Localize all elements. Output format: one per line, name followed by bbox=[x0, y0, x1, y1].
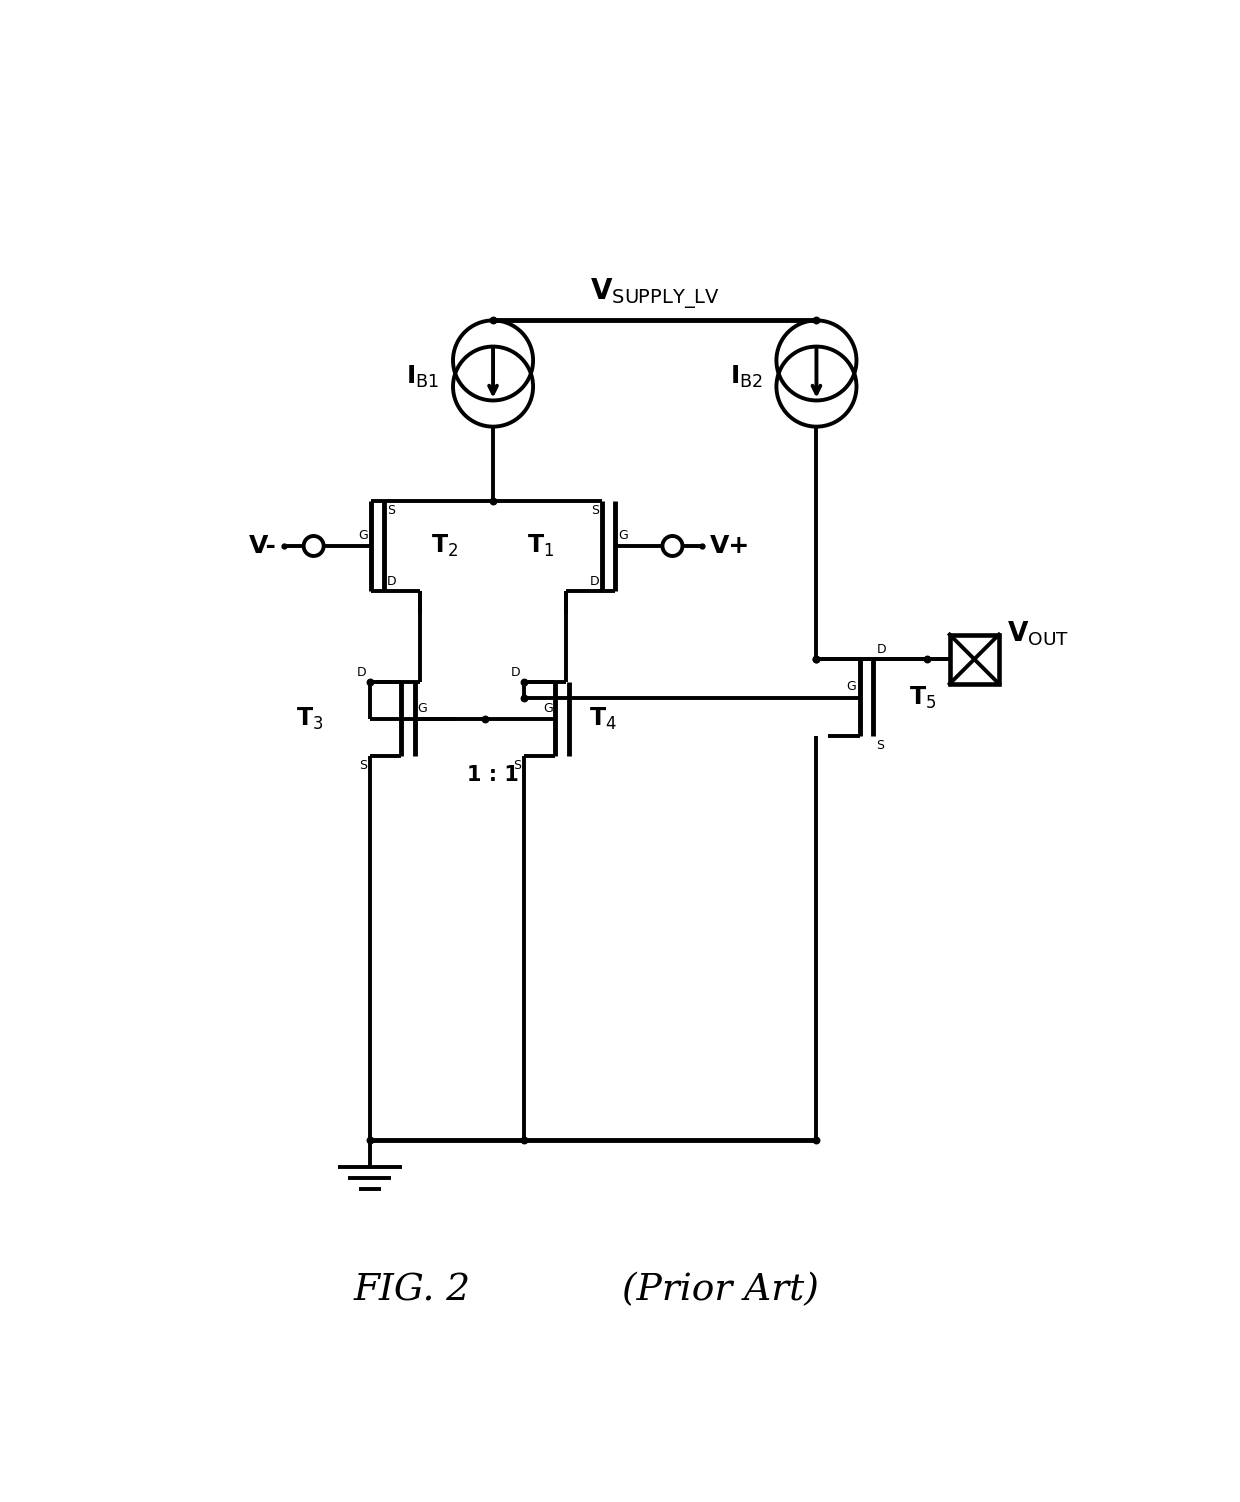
Text: T$_{\mathsf{1}}$: T$_{\mathsf{1}}$ bbox=[527, 533, 554, 559]
Text: I$_{\mathsf{B1}}$: I$_{\mathsf{B1}}$ bbox=[405, 363, 439, 389]
Circle shape bbox=[304, 536, 324, 556]
Text: G: G bbox=[418, 701, 428, 715]
Text: S: S bbox=[513, 760, 521, 772]
Text: V$_{\mathsf{SUPPLY\_LV}}$: V$_{\mathsf{SUPPLY\_LV}}$ bbox=[590, 276, 719, 311]
Text: V-: V- bbox=[249, 535, 277, 557]
Circle shape bbox=[662, 536, 682, 556]
Text: 1 : 1: 1 : 1 bbox=[467, 766, 520, 786]
Text: I$_{\mathsf{B2}}$: I$_{\mathsf{B2}}$ bbox=[729, 363, 763, 389]
Text: G: G bbox=[358, 529, 368, 542]
Text: G: G bbox=[543, 701, 553, 715]
Text: (Prior Art): (Prior Art) bbox=[621, 1272, 818, 1308]
Text: G: G bbox=[847, 680, 857, 692]
Text: S: S bbox=[358, 760, 367, 772]
Text: G: G bbox=[618, 529, 627, 542]
Text: S: S bbox=[877, 739, 884, 753]
Text: S: S bbox=[387, 503, 394, 517]
Text: T$_{\mathsf{4}}$: T$_{\mathsf{4}}$ bbox=[589, 706, 618, 733]
Text: V+: V+ bbox=[709, 535, 750, 557]
Text: V$_{\mathsf{OUT}}$: V$_{\mathsf{OUT}}$ bbox=[1007, 619, 1069, 647]
Text: S: S bbox=[591, 503, 599, 517]
Text: D: D bbox=[590, 575, 599, 589]
Text: T$_{\mathsf{2}}$: T$_{\mathsf{2}}$ bbox=[432, 533, 459, 559]
Text: D: D bbox=[511, 667, 521, 679]
Text: D: D bbox=[357, 667, 367, 679]
Bar bbox=[950, 634, 999, 683]
Text: T$_{\mathsf{3}}$: T$_{\mathsf{3}}$ bbox=[296, 706, 324, 733]
Text: T$_{\mathsf{5}}$: T$_{\mathsf{5}}$ bbox=[909, 685, 936, 710]
Text: FIG. 2: FIG. 2 bbox=[353, 1272, 471, 1308]
Text: D: D bbox=[877, 643, 887, 656]
Text: D: D bbox=[387, 575, 397, 589]
